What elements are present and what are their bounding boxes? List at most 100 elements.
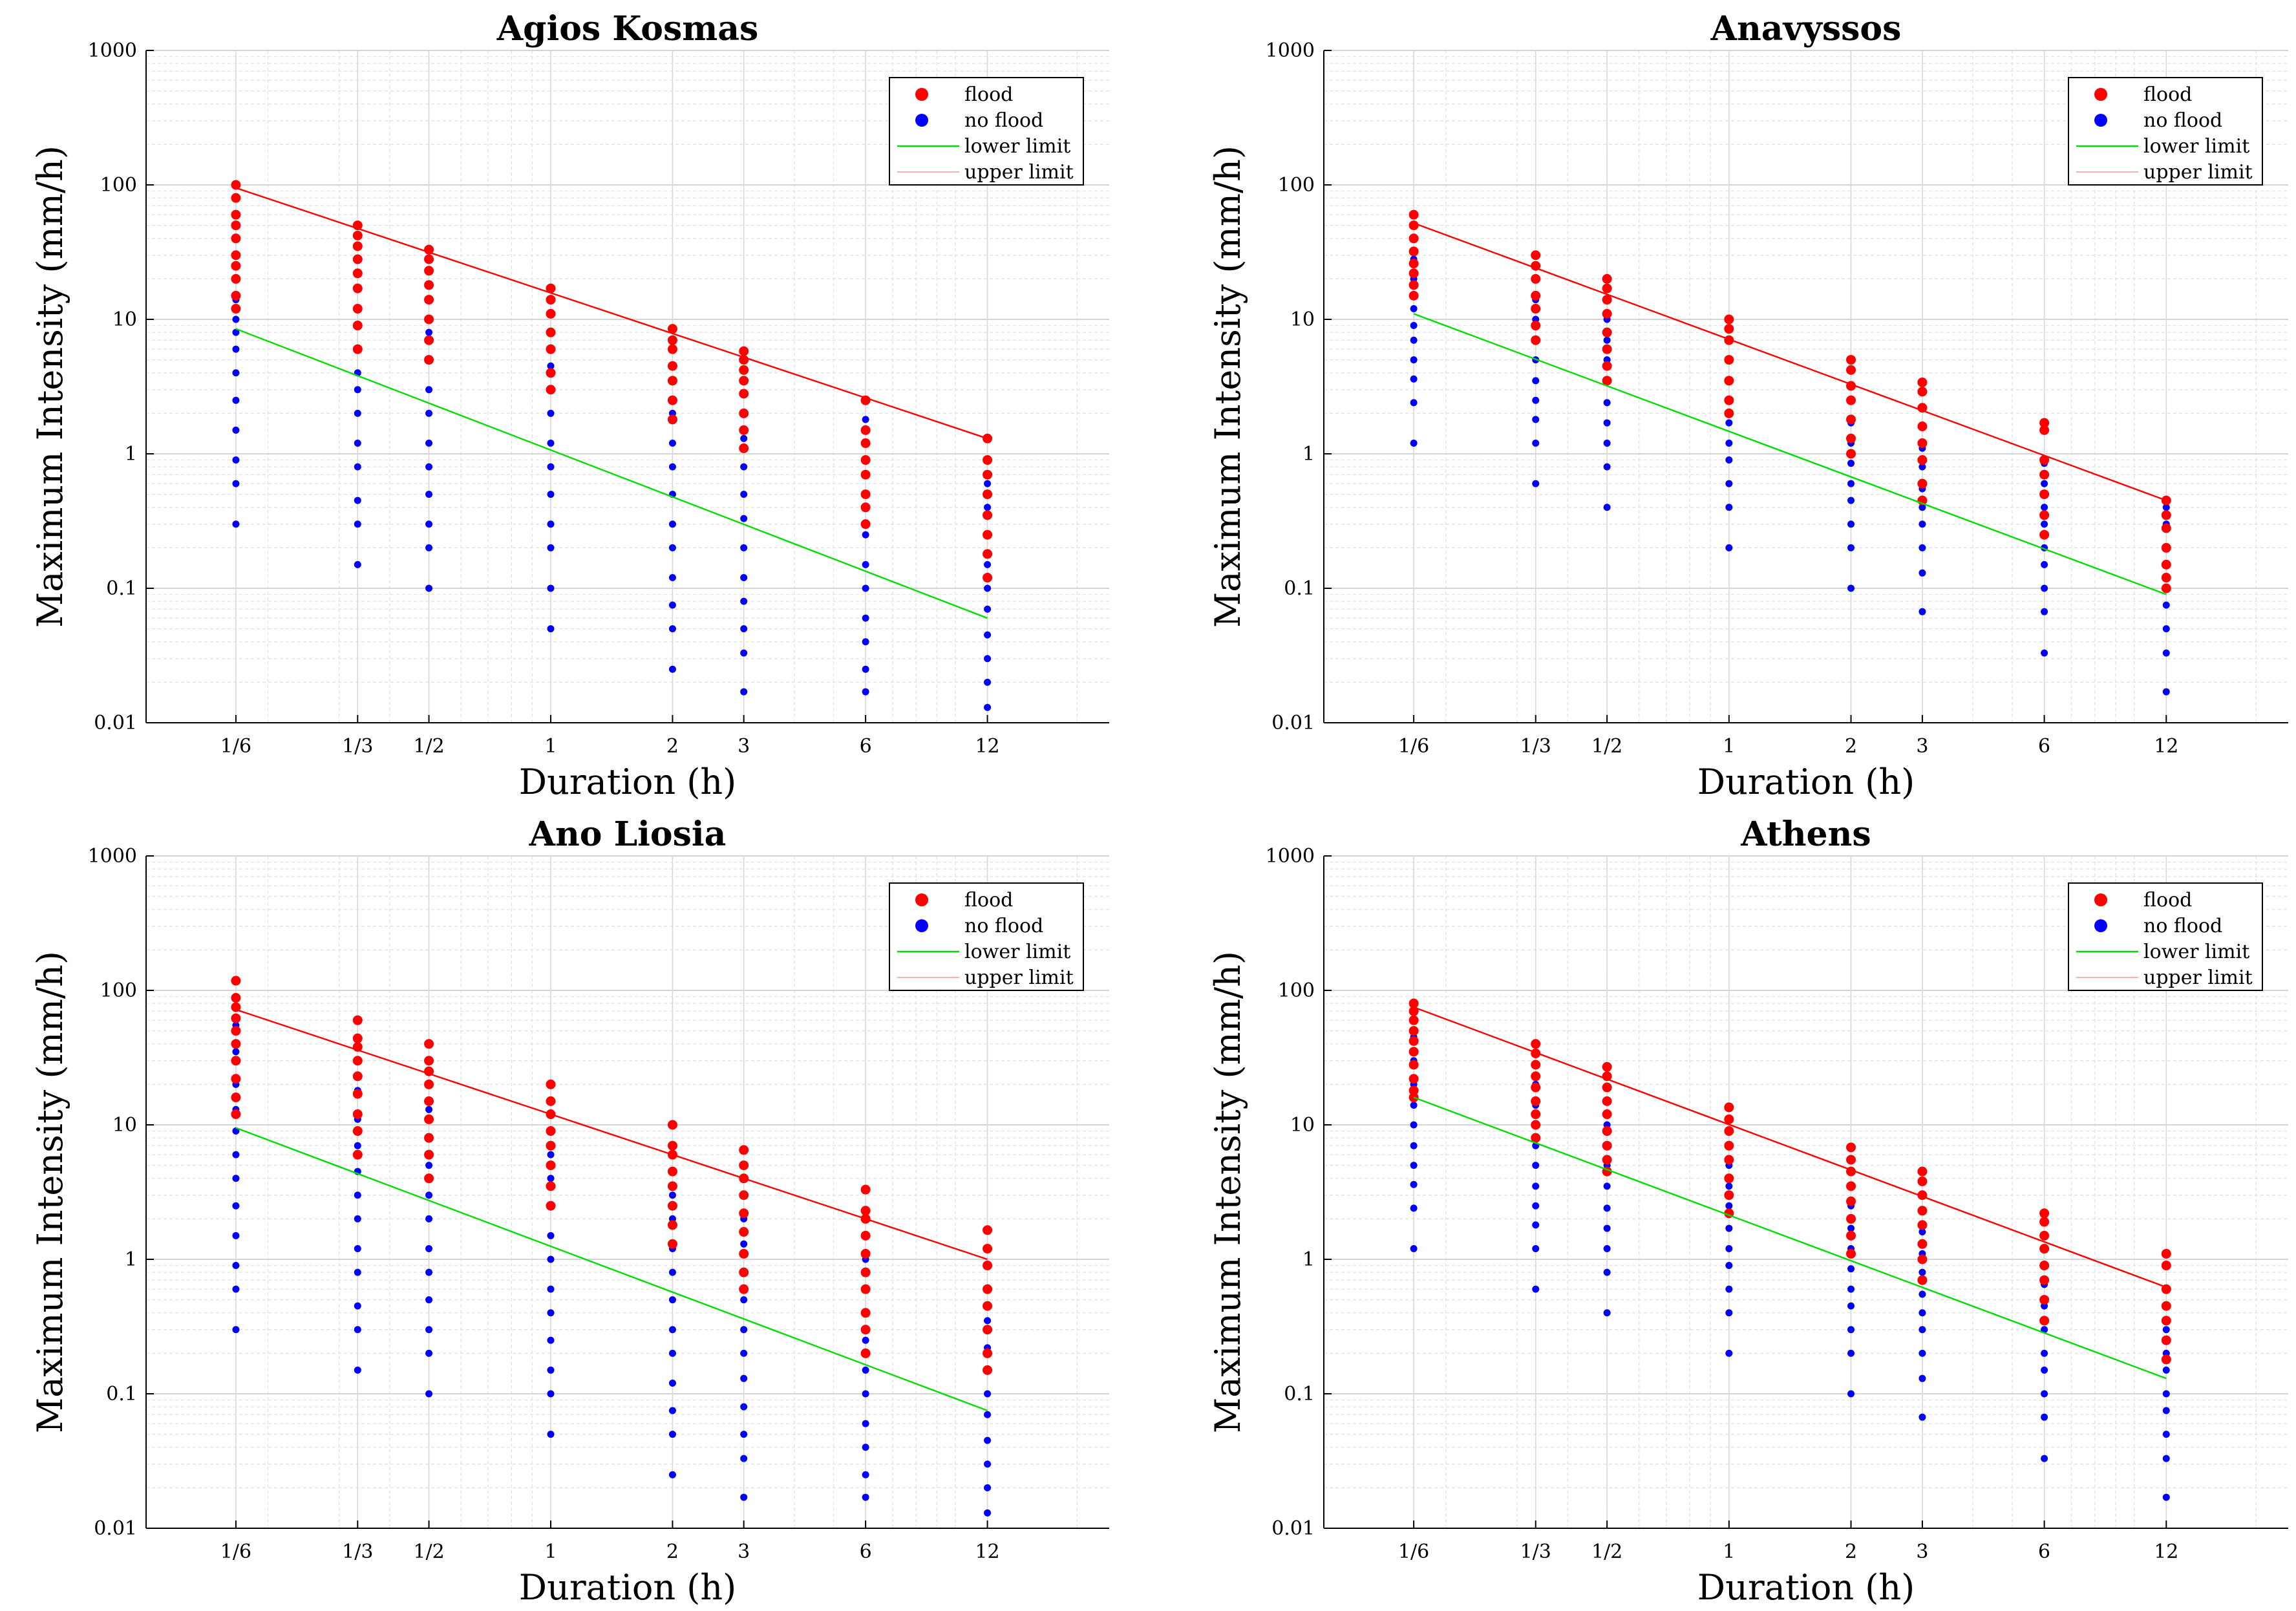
no-flood-point <box>1919 1228 1926 1236</box>
no-flood-point <box>354 560 361 568</box>
no-flood-point <box>1603 463 1611 471</box>
flood-point <box>1917 387 1928 397</box>
flood-point <box>231 209 241 220</box>
flood-point <box>424 1056 434 1066</box>
no-flood-point <box>984 1436 992 1444</box>
flood-point <box>2039 469 2050 480</box>
no-flood-point <box>354 1245 361 1253</box>
flood-point <box>667 335 677 345</box>
no-flood-point <box>1725 1245 1733 1253</box>
flood-point <box>983 1365 993 1375</box>
x-tick-label: 6 <box>860 1541 872 1563</box>
flood-point <box>1531 1060 1541 1070</box>
upper-limit-line <box>235 1008 988 1261</box>
no-flood-point <box>668 1296 676 1304</box>
flood-point <box>424 335 434 345</box>
no-flood-point <box>2041 504 2048 511</box>
flood-point <box>667 324 677 334</box>
flood-point <box>2039 418 2050 428</box>
no-flood-point <box>1725 419 1733 427</box>
flood-point <box>1408 1074 1419 1084</box>
flood-point <box>231 1074 241 1084</box>
flood-point <box>1917 377 1928 387</box>
no-flood-point <box>668 625 676 633</box>
x-axis-label: Duration (h) <box>1697 762 1915 802</box>
flood-point <box>2161 1301 2171 1311</box>
no-flood-point <box>1847 584 1855 592</box>
x-tick-label: 6 <box>860 735 872 758</box>
no-flood-point <box>232 1151 240 1158</box>
no-flood-point <box>425 584 433 592</box>
no-flood-point <box>2162 1431 2170 1438</box>
no-flood-point <box>354 1326 361 1334</box>
flood-point <box>546 1140 556 1151</box>
no-flood-point <box>1410 1245 1418 1253</box>
flood-point <box>860 489 871 500</box>
no-flood-point <box>354 1268 361 1276</box>
no-flood-point <box>547 362 555 370</box>
flood-point <box>1602 376 1612 386</box>
no-flood-point <box>1410 440 1418 447</box>
no-flood-point <box>740 1455 748 1462</box>
flood-point <box>2161 583 2171 593</box>
flood-point <box>1724 1126 1734 1136</box>
flood-point <box>2161 1335 2171 1345</box>
no-flood-point <box>984 1317 992 1325</box>
flood-point <box>352 1126 363 1136</box>
flood-point <box>352 304 363 314</box>
x-tick-label: 1 <box>544 735 557 758</box>
flood-point <box>1724 1114 1734 1124</box>
flood-point <box>667 1120 677 1130</box>
no-flood-point <box>232 456 240 464</box>
no-flood-point <box>232 1048 240 1056</box>
flood-point <box>1408 1026 1419 1036</box>
no-flood-point <box>2041 1413 2048 1421</box>
flood-point <box>860 1230 871 1241</box>
no-flood-point <box>354 1142 361 1149</box>
flood-point <box>860 1248 871 1259</box>
flood-point <box>1917 421 1928 432</box>
flood-point <box>739 1160 749 1171</box>
chart-title: Agios Kosmas <box>496 9 759 48</box>
no-flood-point <box>1919 1290 1926 1298</box>
flood-point <box>2039 1208 2050 1219</box>
flood-point <box>739 408 749 418</box>
flood-point <box>1531 1133 1541 1143</box>
no-flood-point <box>984 678 992 686</box>
no-flood-point <box>547 409 555 417</box>
flood-point <box>1531 1096 1541 1106</box>
x-axis-label: Duration (h) <box>519 762 736 802</box>
chart-title: Athens <box>1740 815 1871 854</box>
legend-label: no flood <box>964 915 1043 937</box>
no-flood-point <box>1919 1349 1926 1357</box>
legend-flood-marker <box>915 893 928 906</box>
no-flood-point <box>740 491 748 498</box>
no-flood-point <box>2041 560 2048 568</box>
flood-point <box>1602 1096 1612 1106</box>
y-tick-label: 1000 <box>88 39 137 62</box>
y-tick-label: 100 <box>1278 174 1315 197</box>
x-axis-label: Duration (h) <box>1697 1567 1915 1608</box>
legend-label: lower limit <box>2143 941 2249 963</box>
no-flood-point <box>2162 1493 2170 1501</box>
flood-point <box>1408 246 1419 257</box>
no-flood-point <box>862 1493 869 1501</box>
flood-point <box>1531 1109 1541 1120</box>
no-flood-point <box>740 1403 748 1411</box>
flood-point <box>1846 1155 1856 1165</box>
no-flood-point <box>547 1390 555 1398</box>
no-flood-point <box>984 584 992 592</box>
flood-point <box>352 1149 363 1160</box>
flood-point <box>1724 395 1734 405</box>
y-axis-label: Maximum Intensity (mm/h) <box>1207 145 1248 628</box>
y-axis-label: Maximum Intensity (mm/h) <box>30 951 70 1433</box>
flood-point <box>1846 365 1856 375</box>
no-flood-point <box>1847 520 1855 528</box>
y-tick-label: 10 <box>112 1114 137 1136</box>
flood-point <box>667 1166 677 1177</box>
flood-point <box>231 1026 241 1036</box>
no-flood-point <box>1410 375 1418 383</box>
flood-point <box>424 295 434 305</box>
x-tick-label: 3 <box>738 735 750 758</box>
x-axis-label: Duration (h) <box>519 1567 736 1608</box>
